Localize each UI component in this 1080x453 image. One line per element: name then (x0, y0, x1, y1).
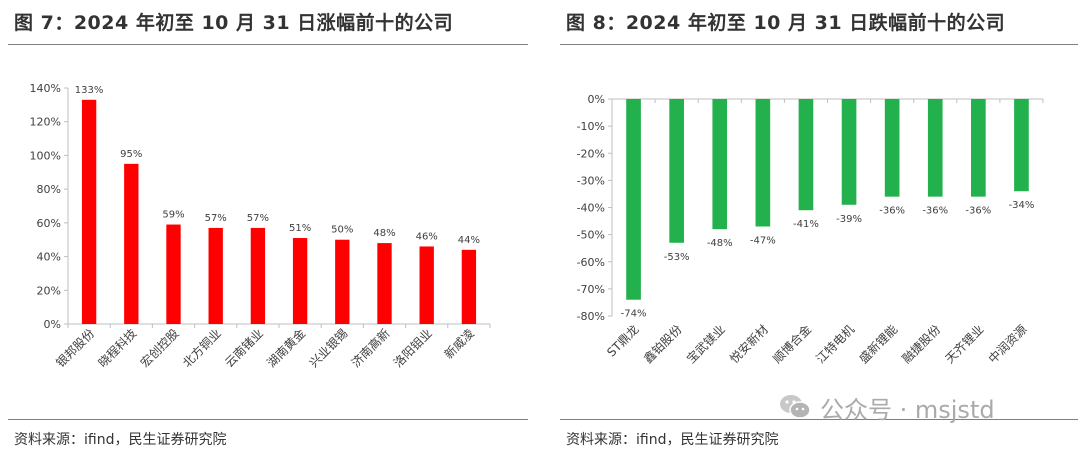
losers-y-tick-label: -70% (577, 283, 605, 296)
losers-bar (712, 99, 728, 230)
gainers-panel: 图 7：2024 年初至 10 月 31 日涨幅前十的公司 0% 20% 40% 60… (0, 0, 530, 453)
losers-value-label: -36% (879, 206, 905, 217)
losers-value-label: -74% (621, 309, 647, 320)
gainers-value-label: 46% (416, 231, 438, 242)
gainers-bar-chart: 0% 20% 40% 60% 80% 100% 120% 140% 133% 银邦股份 95% 晓程科… (30, 82, 491, 371)
losers-value-label: -36% (965, 206, 991, 217)
losers-y-tick-label: -40% (577, 202, 605, 215)
losers-category-label: 江特电机 (813, 322, 858, 367)
losers-y-tick-label: -10% (577, 120, 605, 133)
watermark-text: 公众号 · msjstd (820, 395, 995, 424)
gainers-bar (419, 246, 434, 324)
losers-value-label: -36% (922, 206, 948, 217)
losers-category-label: 宝武镁业 (684, 322, 728, 366)
losers-y-tick-label: -30% (577, 174, 605, 187)
losers-bar (1014, 99, 1029, 192)
losers-category-label: 顺博合金 (770, 322, 815, 367)
losers-y-tick-label: -80% (577, 310, 605, 323)
losers-value-label: -48% (707, 238, 733, 249)
gainers-y-tick-label: 0% (44, 318, 61, 331)
gainers-bar (124, 163, 139, 324)
source-divider (8, 419, 528, 420)
gainers-y-tick-label: 100% (30, 149, 61, 162)
losers-source-note: 资料来源：ifind，民生证券研究院 (566, 432, 779, 448)
gainers-category-label: 新威凌 (441, 326, 477, 362)
gainers-category-label: 北方铜业 (179, 326, 224, 371)
losers-category-label: ST鼎龙 (604, 322, 641, 359)
gainers-value-label: 44% (458, 235, 480, 246)
losers-category-label: 鑫铂股份 (640, 322, 685, 367)
losers-y-tick-label: -20% (577, 147, 605, 160)
gainers-category-label: 晓程科技 (95, 326, 140, 371)
gainers-category-label: 济南高新 (348, 326, 393, 371)
gainers-category-label: 兴业银锡 (306, 326, 351, 371)
wechat-icon (780, 395, 811, 419)
gainers-bar (335, 239, 350, 324)
losers-category-label: 天齐锂业 (942, 322, 987, 367)
losers-bar (798, 99, 814, 211)
gainers-bar (292, 238, 308, 324)
gainers-bar (81, 99, 97, 324)
losers-y-tick-label: -60% (577, 256, 605, 269)
losers-category-label: 融捷股份 (900, 322, 944, 366)
gainers-bar (250, 227, 266, 324)
gainers-y-tick-label: 140% (30, 82, 61, 95)
losers-y-tick-label: -50% (577, 229, 605, 242)
gainers-value-label: 48% (373, 228, 395, 239)
gainers-bar (208, 227, 223, 324)
gainers-value-label: 133% (75, 85, 104, 96)
gainers-y-tick-label: 40% (37, 251, 61, 264)
gainers-bar (166, 224, 181, 324)
losers-bar (884, 99, 900, 197)
gainers-value-label: 57% (205, 213, 227, 224)
losers-panel: 图 8：2024 年初至 10 月 31 日跌幅前十的公司 0% -10% -20%… (552, 0, 1080, 453)
losers-category-label: 悦安新材 (726, 322, 771, 367)
losers-y-tick-label: 0% (588, 93, 605, 106)
losers-category-label: 中润资源 (985, 322, 1030, 367)
gainers-value-label: 95% (120, 149, 142, 160)
losers-value-label: -34% (1009, 200, 1035, 211)
losers-value-label: -47% (750, 235, 776, 246)
gainers-value-label: 51% (289, 223, 311, 234)
gainers-category-label: 湖南黄金 (264, 326, 309, 371)
losers-bar (626, 99, 641, 300)
gainers-y-tick-label: 20% (37, 284, 61, 297)
gainers-y-tick-label: 80% (37, 183, 61, 196)
gainers-category-label: 云南锗业 (221, 326, 266, 371)
gainers-y-tick-label: 120% (30, 116, 61, 129)
losers-value-label: -39% (836, 214, 862, 225)
losers-bar (841, 99, 857, 205)
title-divider (560, 44, 1078, 45)
gainers-category-label: 宏创控股 (137, 326, 182, 371)
losers-bar-chart: 0% -10% -20% -30% -40% -50% -60% -70% -80% -74% ST… (577, 93, 1044, 367)
losers-bar (927, 99, 943, 197)
gainers-source-note: 资料来源：ifind，民生证券研究院 (14, 432, 227, 448)
gainers-category-label: 银邦股份 (53, 326, 97, 370)
losers-bar (755, 99, 771, 227)
watermark: 公众号 · msjstd (778, 390, 995, 424)
source-divider (560, 419, 1078, 420)
gainers-category-label: 洛阳钼业 (390, 326, 435, 371)
losers-bar (669, 99, 684, 243)
gainers-bar (461, 249, 477, 324)
gainers-bar (377, 243, 392, 324)
gainers-y-tick-label: 60% (37, 217, 61, 230)
losers-chart-title: 图 8：2024 年初至 10 月 31 日跌幅前十的公司 (566, 12, 1006, 34)
gainers-chart-title: 图 7：2024 年初至 10 月 31 日涨幅前十的公司 (14, 12, 454, 34)
losers-value-label: -41% (793, 219, 819, 230)
gainers-value-label: 57% (247, 213, 269, 224)
gainers-value-label: 50% (331, 225, 353, 236)
losers-value-label: -53% (664, 252, 690, 263)
losers-category-label: 盛新锂能 (856, 322, 901, 367)
losers-bar (971, 99, 986, 197)
title-divider (8, 44, 528, 45)
gainers-value-label: 59% (162, 210, 184, 221)
